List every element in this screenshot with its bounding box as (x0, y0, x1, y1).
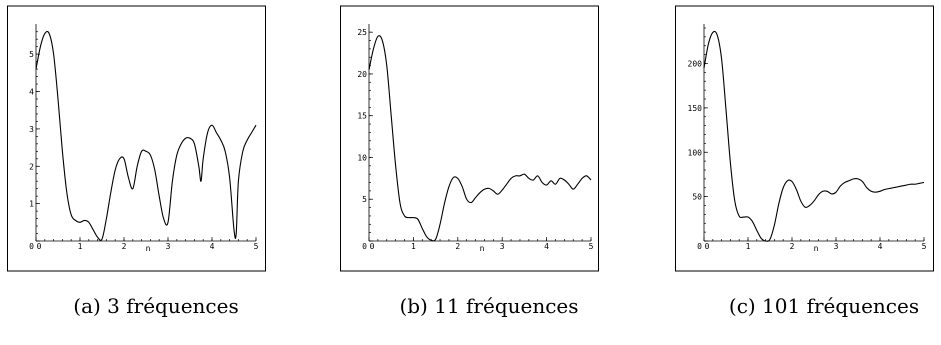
x-tick-label: 5 (589, 242, 594, 251)
chart-panel-b: 0 1 2 3 4 5 0 5 10 15 20 25 n (b) 11 fréquences (339, 0, 639, 345)
y-tick-label: 200 (688, 60, 703, 69)
series-line (368, 35, 592, 242)
y-tick-label: 5 (29, 50, 34, 59)
x-tick-label: 3 (166, 242, 171, 251)
x-tick-label: 4 (544, 242, 549, 251)
chart-a: 0 1 2 3 4 5 0 1 2 3 4 5 n (7, 5, 266, 272)
y-tick-label: 25 (357, 28, 367, 37)
caption-a: (a) 3 fréquences (73, 294, 239, 318)
x-tick-label: 5 (922, 242, 927, 251)
series-line (35, 30, 257, 241)
x-tick-label: 4 (210, 242, 215, 251)
caption-b: (b) 11 fréquences (399, 294, 579, 318)
plot-frame (340, 5, 599, 272)
y-tick-label: 10 (357, 153, 367, 162)
x-tick-label: 0 (37, 242, 42, 251)
series-line (703, 30, 925, 242)
x-tick-label: 1 (411, 242, 416, 251)
x-axis-label: n (146, 244, 151, 253)
x-tick-label: 3 (834, 242, 839, 251)
y-tick-label: 150 (688, 104, 703, 113)
x-tick-label: 4 (878, 242, 883, 251)
chart-panel-a: 0 1 2 3 4 5 0 1 2 3 4 5 n (a) 3 fréquences (6, 0, 306, 345)
x-tick-label: 5 (254, 242, 259, 251)
y-tick-label: 100 (688, 148, 703, 157)
x-axis-label: n (480, 244, 485, 253)
y-tick-label: 0 (29, 242, 34, 251)
chart-panel-c: 0 1 2 3 4 5 0 50 100 150 200 n (c) 101 fréquences (674, 0, 941, 345)
x-tick-label: 0 (370, 242, 375, 251)
y-tick-label: 1 (29, 200, 34, 209)
y-tick-label: 50 (692, 193, 702, 202)
x-tick-label: 2 (790, 242, 795, 251)
caption-c: (c) 101 fréquences (728, 294, 920, 318)
y-tick-label: 4 (29, 88, 34, 97)
y-tick-label: 0 (697, 242, 702, 251)
x-tick-label: 1 (78, 242, 83, 251)
y-tick-label: 3 (29, 125, 34, 134)
x-tick-label: 2 (122, 242, 127, 251)
x-tick-label: 2 (455, 242, 460, 251)
y-tick-label: 15 (357, 112, 367, 121)
x-tick-label: 3 (500, 242, 505, 251)
y-tick-label: 2 (29, 162, 34, 171)
plot-frame (7, 5, 266, 272)
y-tick-label: 20 (357, 70, 367, 79)
y-tick-label: 0 (362, 242, 367, 251)
y-tick-label: 5 (362, 195, 367, 204)
x-axis-label: n (814, 244, 819, 253)
x-tick-label: 1 (746, 242, 751, 251)
chart-b: 0 1 2 3 4 5 0 5 10 15 20 25 n (340, 5, 599, 272)
plot-frame (675, 5, 934, 272)
x-tick-label: 0 (705, 242, 710, 251)
